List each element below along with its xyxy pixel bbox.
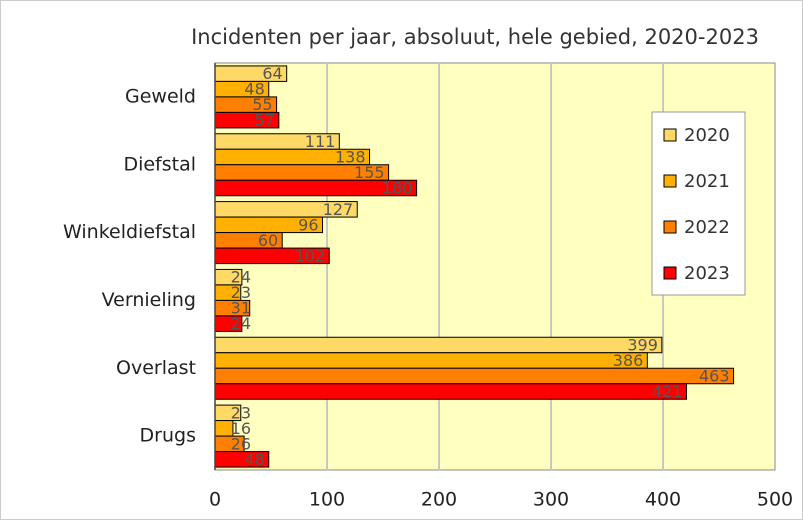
value-label: 155 <box>354 163 385 182</box>
legend-label: 2021 <box>684 171 730 192</box>
value-label: 23 <box>231 283 251 302</box>
x-tick-label: 100 <box>309 489 345 511</box>
legend-swatch <box>663 174 677 188</box>
legend <box>651 111 746 296</box>
value-label: 138 <box>335 148 366 167</box>
legend-swatch <box>663 128 677 142</box>
value-label: 57 <box>254 111 274 130</box>
value-label: 26 <box>231 434 251 453</box>
value-label: 180 <box>382 179 413 198</box>
x-tick-label: 200 <box>421 489 457 511</box>
legend-label: 2023 <box>684 263 730 284</box>
value-label: 16 <box>231 419 251 438</box>
x-tick-label: 300 <box>533 489 569 511</box>
value-label: 24 <box>231 314 251 333</box>
bar <box>214 336 663 354</box>
legend-label: 2022 <box>684 217 730 238</box>
value-label: 463 <box>699 367 730 386</box>
y-tick-label: Drugs <box>140 425 196 447</box>
y-tick-label: Vernieling <box>102 289 196 311</box>
y-tick-label: Winkeldiefstal <box>63 221 196 243</box>
x-tick-label: 500 <box>757 489 793 511</box>
value-label: 64 <box>262 64 282 83</box>
value-label: 399 <box>627 336 658 355</box>
x-tick-label: 0 <box>209 489 221 511</box>
value-label: 421 <box>652 382 683 401</box>
y-tick-label: Geweld <box>125 85 196 107</box>
value-label: 23 <box>231 403 251 422</box>
y-tick-label: Overlast <box>116 357 196 379</box>
value-label: 96 <box>298 215 318 234</box>
value-label: 48 <box>244 80 264 99</box>
value-label: 24 <box>231 268 251 287</box>
value-label: 31 <box>231 299 251 318</box>
value-label: 60 <box>258 231 278 250</box>
value-label: 55 <box>252 95 272 114</box>
bar <box>214 352 648 369</box>
value-label: 48 <box>244 450 264 469</box>
bar <box>214 383 688 400</box>
y-tick-label: Diefstal <box>123 153 196 175</box>
legend-swatch <box>663 220 677 234</box>
value-label: 102 <box>295 246 326 265</box>
x-tick-label: 400 <box>645 489 681 511</box>
chart-title: Incidenten per jaar, absoluut, hele gebi… <box>191 25 759 49</box>
value-label: 386 <box>613 351 644 370</box>
legend-swatch <box>663 266 677 280</box>
legend-label: 2020 <box>684 125 730 146</box>
value-label: 111 <box>305 132 336 151</box>
value-label: 127 <box>323 200 354 219</box>
